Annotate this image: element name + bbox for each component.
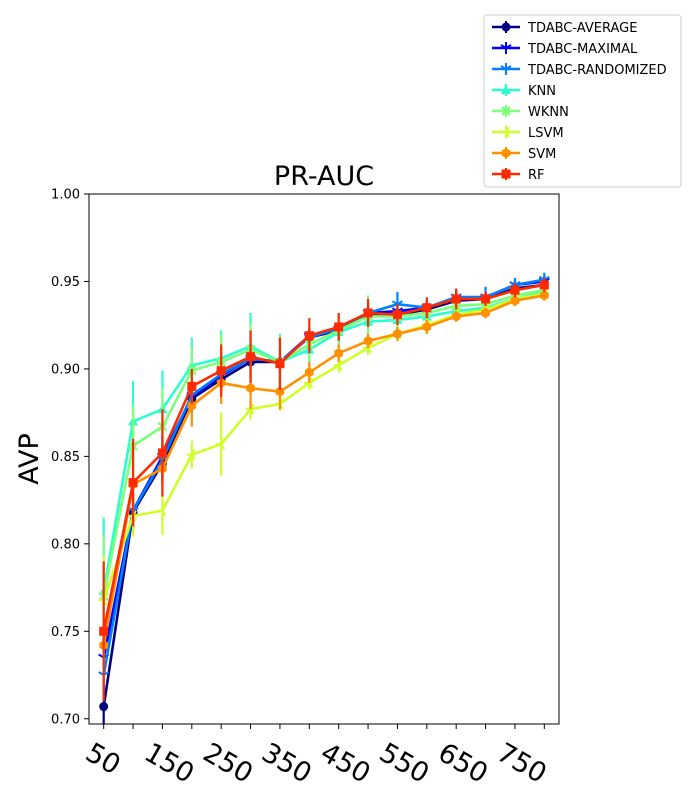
chart-title: PR-AUC: [274, 161, 374, 192]
plot-frame: [88, 193, 560, 725]
data-point: [422, 303, 432, 313]
y-tick-label: 0.80: [51, 537, 80, 552]
legend-marker: [500, 65, 512, 74]
data-point: [304, 367, 314, 378]
series-rf: [99, 277, 549, 702]
data-point: [157, 448, 167, 458]
legend-entry: KNN: [492, 84, 556, 99]
legend-marker: [501, 148, 511, 158]
series-line: [102, 294, 545, 646]
series-line: [102, 288, 545, 597]
data-point: [539, 280, 549, 290]
data-point: [481, 294, 491, 304]
series-tdabc-randomized: [98, 272, 550, 693]
series-knn: [98, 284, 550, 665]
data-point: [422, 321, 432, 332]
y-tick-label: 0.70: [51, 712, 80, 727]
x-tick-label: 550: [374, 737, 434, 790]
legend-entry: TDABC-RANDOMIZED: [492, 63, 667, 78]
legend-label: SVM: [528, 147, 556, 162]
data-point: [128, 478, 138, 488]
data-point: [275, 359, 285, 369]
y-tick-label: 0.75: [51, 625, 80, 640]
legend: TDABC-AVERAGE TDABC-MAXIMAL TDABC-RANDOMIZ…: [483, 14, 682, 188]
legend-entry: LSVM: [492, 126, 564, 141]
legend-label: TDABC-AVERAGE: [527, 21, 637, 36]
x-tick-label: 450: [315, 737, 375, 790]
y-tick-label: 1.00: [51, 188, 80, 203]
legend-label: LSVM: [528, 126, 564, 141]
legend-marker: [501, 126, 510, 138]
series-line: [102, 283, 545, 632]
legend-box: [483, 14, 682, 188]
legend-label: TDABC-MAXIMAL: [527, 42, 638, 57]
legend-marker: [501, 22, 511, 32]
legend-label: RF: [528, 168, 545, 183]
data-point: [510, 285, 520, 295]
legend-entry: TDABC-AVERAGE: [492, 21, 637, 36]
series-line: [102, 278, 545, 676]
data-point: [510, 295, 520, 306]
data-point: [186, 449, 196, 461]
data-point: [333, 359, 343, 371]
data-point: [392, 310, 402, 320]
series-layer: [98, 272, 550, 724]
x-tick-label: 150: [139, 737, 199, 790]
series-wknn: [98, 283, 550, 658]
data-point: [216, 366, 226, 376]
data-point: [99, 626, 109, 636]
legend-entry: TDABC-MAXIMAL: [492, 42, 638, 57]
series-line: [102, 292, 545, 601]
legend-label: TDABC-RANDOMIZED: [527, 63, 667, 78]
data-point: [451, 294, 461, 304]
data-point: [334, 348, 344, 359]
data-point: [334, 322, 344, 332]
series-line: [102, 290, 545, 592]
x-tick-label: 50: [80, 737, 125, 781]
legend-entry: WKNN: [492, 105, 569, 120]
data-point: [246, 383, 255, 394]
y-tick-label: 0.90: [51, 362, 80, 377]
axes-layer: 0.70 0.75 0.80 0.85 0.90 0.95 1.00 50 1502503504…: [51, 188, 552, 790]
data-point: [539, 290, 549, 301]
data-point: [393, 328, 402, 339]
x-tick-label: 750: [491, 737, 551, 790]
data-point: [187, 381, 197, 391]
data-point: [304, 331, 314, 341]
data-point: [363, 335, 373, 346]
data-point: [157, 505, 167, 517]
y-tick-label: 0.85: [51, 450, 80, 465]
legend-marker: [501, 85, 511, 94]
x-tick-label: 350: [256, 737, 316, 790]
x-tick-label: 650: [433, 737, 493, 790]
legend-label: WKNN: [528, 105, 569, 120]
y-axis-label: AVP: [14, 433, 45, 485]
legend-entry: SVM: [492, 147, 556, 162]
y-tick-label: 0.95: [51, 275, 80, 290]
data-point: [481, 307, 490, 318]
legend-label: KNN: [528, 84, 556, 99]
series-svm: [99, 290, 549, 667]
data-point: [275, 386, 285, 397]
legend-marker: [501, 106, 511, 116]
data-point: [216, 438, 226, 450]
legend-marker: [501, 169, 511, 179]
data-point: [187, 400, 197, 411]
data-point: [99, 702, 109, 712]
data-point: [363, 308, 373, 318]
legend-marker: [500, 44, 512, 53]
data-point: [451, 311, 461, 322]
x-tick-label: 250: [198, 737, 258, 790]
data-point: [246, 352, 256, 362]
legend-entry: RF: [492, 168, 545, 183]
